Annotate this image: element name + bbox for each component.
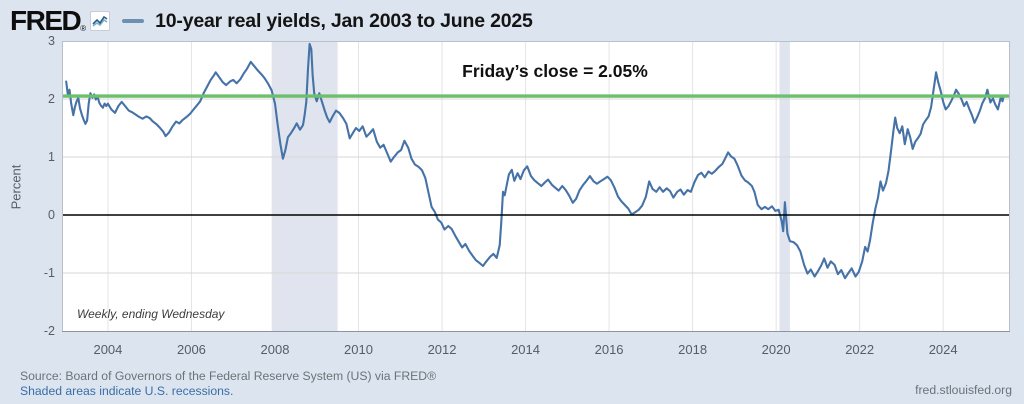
registered-mark: ®: [80, 24, 87, 33]
fred-logo: FRED: [10, 5, 82, 36]
y-tick-label: 1: [48, 150, 55, 164]
x-tick-label: 2014: [511, 342, 540, 357]
x-tick-label: 2010: [344, 342, 373, 357]
recession-band: [779, 41, 790, 332]
plot-border: [62, 41, 1010, 332]
x-tick-label: 2020: [761, 342, 791, 357]
x-tick-label: 2008: [260, 342, 290, 357]
y-tick-label: 0: [48, 208, 55, 222]
source-text: Source: Board of Governors of the Federa…: [20, 369, 437, 383]
plot-svg: [62, 41, 1010, 332]
y-tick-label: 3: [48, 34, 55, 48]
fred-sparkline-icon: [90, 11, 111, 31]
recession-note-link[interactable]: Shaded areas indicate U.S. recessions.: [20, 384, 234, 398]
plot-area[interactable]: Friday’s close = 2.05% Weekly, ending We…: [62, 41, 1010, 332]
chart-header: FRED ® 10-year real yields, Jan 2003 to …: [10, 5, 533, 37]
data-line: [65, 42, 1005, 280]
x-tick-label: 2004: [93, 342, 123, 357]
x-tick-label: 2006: [176, 342, 206, 357]
recession-band: [271, 41, 338, 332]
chart-title: 10-year real yields, Jan 2003 to June 20…: [155, 9, 533, 32]
site-url: fred.stlouisfed.org: [915, 383, 1012, 397]
y-tick-label: 2: [48, 92, 55, 106]
frequency-note: Weekly, ending Wednesday: [77, 307, 225, 321]
x-tick-label: 2024: [928, 342, 958, 357]
y-tick-label: -1: [43, 266, 55, 280]
reference-line-label: Friday’s close = 2.05%: [462, 61, 648, 81]
y-tick-label: -2: [43, 324, 55, 338]
y-axis-title: Percent: [8, 164, 24, 210]
footer-source-block: Source: Board of Governors of the Federa…: [20, 369, 436, 399]
x-tick-label: 2016: [594, 342, 624, 357]
x-tick-label: 2022: [845, 342, 875, 357]
x-tick-label: 2012: [427, 342, 457, 357]
x-tick-label: 2018: [678, 342, 708, 357]
series-legend-dash: [122, 19, 145, 23]
